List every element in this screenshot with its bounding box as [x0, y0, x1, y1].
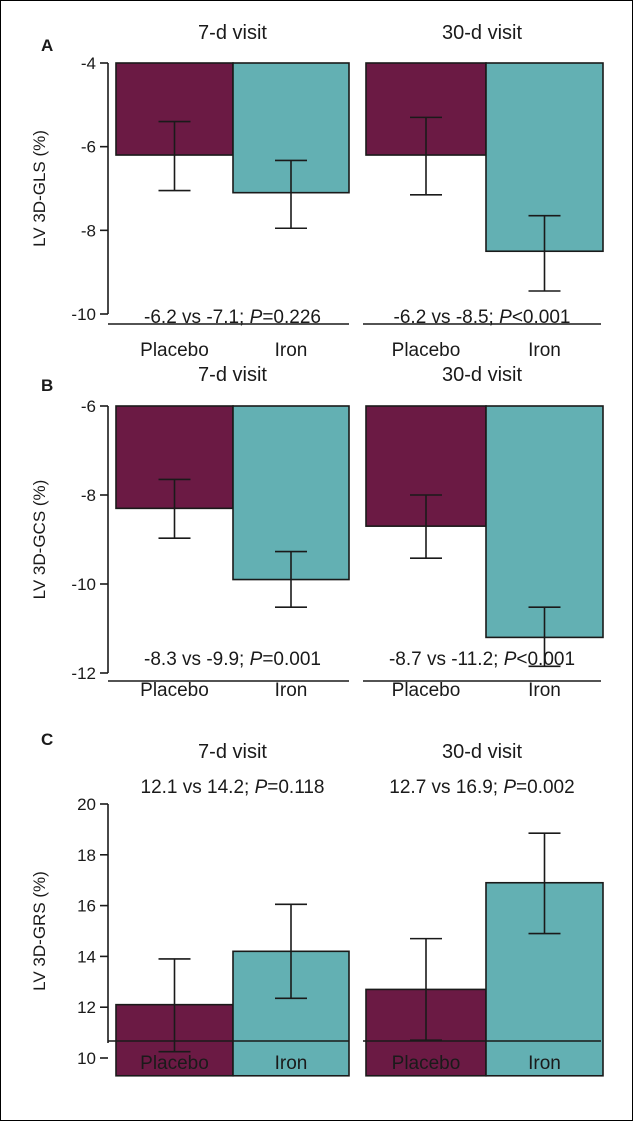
bar-iron	[232, 405, 350, 581]
annotation-p-label: P	[250, 649, 263, 670]
group-title: 7-d visit	[198, 22, 267, 44]
annotation-p-value: <0.001	[516, 649, 575, 670]
y-axis-label: LV 3D-GLS (%)	[30, 130, 49, 247]
comparison-annotation: -6.2 vs -7.1; P=0.226	[144, 307, 321, 328]
annotation-p-value: <0.001	[512, 307, 571, 328]
group-30d: 30-d visit Placebo Iron -8.7 vs -11.2; P<0.…	[363, 364, 604, 701]
x-category-label: Placebo	[392, 680, 461, 701]
annotation-values: 12.1 vs 14.2;	[141, 777, 255, 798]
y-tick-label: 14	[77, 947, 96, 966]
y-axis-label: LV 3D-GRS (%)	[30, 871, 49, 991]
y-axis-label: LV 3D-GCS (%)	[30, 480, 49, 600]
panel-letter: B	[41, 376, 53, 395]
x-category-label: Iron	[275, 680, 308, 701]
annotation-p-label: P	[255, 777, 268, 798]
annotation-values: -6.2 vs -8.5;	[394, 307, 500, 328]
x-category-label: Placebo	[392, 340, 461, 361]
x-category-label: Iron	[275, 1053, 308, 1074]
group-7d: 7-d visit Placebo Iron -6.2 vs -7.1; P=0.22…	[108, 22, 350, 361]
comparison-annotation: -8.7 vs -11.2; P<0.001	[389, 649, 575, 670]
comparison-annotation: -6.2 vs -8.5; P<0.001	[394, 307, 571, 328]
annotation-p-value: =0.002	[516, 777, 575, 798]
annotation-p-value: =0.118	[267, 777, 324, 798]
annotation-p-value: =0.001	[262, 649, 321, 670]
group-30d: 30-d visit Placebo Iron -6.2 vs -8.5; P<0.0…	[363, 22, 604, 361]
panel-a: A LV 3D-GLS (%) -4 -6 -8 -10 7-d visit Placebo I…	[30, 22, 604, 361]
y-tick-label: -8	[81, 486, 96, 505]
group-30d: 30-d visit Placebo Iron 12.7 vs 16.9; P=0.0…	[363, 741, 604, 1077]
annotation-p-value: =0.226	[262, 307, 321, 328]
group-title: 7-d visit	[198, 741, 267, 763]
annotation-p-label: P	[504, 649, 517, 670]
group-7d: 7-d visit Placebo Iron 12.1 vs 14.2; P=0.11…	[108, 741, 350, 1077]
panel-c: C LV 3D-GRS (%) 10 12 14 16 18 20 7-d visit Place…	[30, 730, 604, 1077]
panel-b: B LV 3D-GCS (%) -6 -8 -10 -12 7-d visit Placebo…	[30, 364, 604, 701]
x-category-label: Iron	[528, 1053, 561, 1074]
x-category-label: Placebo	[140, 1053, 209, 1074]
group-title: 30-d visit	[442, 741, 522, 763]
y-tick-label: -4	[81, 54, 96, 73]
group-title: 30-d visit	[442, 22, 522, 44]
y-tick-label: 12	[77, 998, 96, 1017]
y-tick-label: -6	[81, 397, 96, 416]
x-category-label: Iron	[528, 680, 561, 701]
annotation-p-label: P	[499, 307, 512, 328]
group-title: 30-d visit	[442, 364, 522, 386]
x-category-label: Iron	[528, 340, 561, 361]
y-tick-label: -10	[71, 305, 96, 324]
annotation-p-label: P	[503, 777, 516, 798]
group-7d: 7-d visit Placebo Iron -8.3 vs -9.9; P=0.00…	[108, 364, 350, 701]
panel-letter: C	[41, 730, 53, 749]
y-tick-label: -6	[81, 138, 96, 157]
x-category-label: Iron	[275, 340, 308, 361]
y-tick-label: 16	[77, 897, 96, 916]
panel-letter: A	[41, 36, 53, 55]
annotation-p-label: P	[250, 307, 263, 328]
comparison-annotation: -8.3 vs -9.9; P=0.001	[144, 649, 321, 670]
y-tick-label: -10	[71, 575, 96, 594]
y-tick-label: -8	[81, 221, 96, 240]
y-tick-label: 20	[77, 795, 96, 814]
annotation-values: -8.3 vs -9.9;	[144, 649, 250, 670]
annotation-values: 12.7 vs 16.9;	[389, 777, 503, 798]
y-tick-label: 18	[77, 846, 96, 865]
bar-iron	[485, 405, 604, 639]
annotation-values: -6.2 vs -7.1;	[144, 307, 250, 328]
y-tick-label: 10	[77, 1049, 96, 1068]
x-category-label: Placebo	[140, 340, 209, 361]
comparison-annotation: 12.7 vs 16.9; P=0.002	[389, 777, 574, 798]
group-title: 7-d visit	[198, 364, 267, 386]
comparison-annotation: 12.1 vs 14.2; P=0.118	[141, 777, 325, 798]
annotation-values: -8.7 vs -11.2;	[389, 649, 504, 670]
x-category-label: Placebo	[392, 1053, 461, 1074]
y-tick-label: -12	[71, 664, 96, 683]
x-category-label: Placebo	[140, 680, 209, 701]
